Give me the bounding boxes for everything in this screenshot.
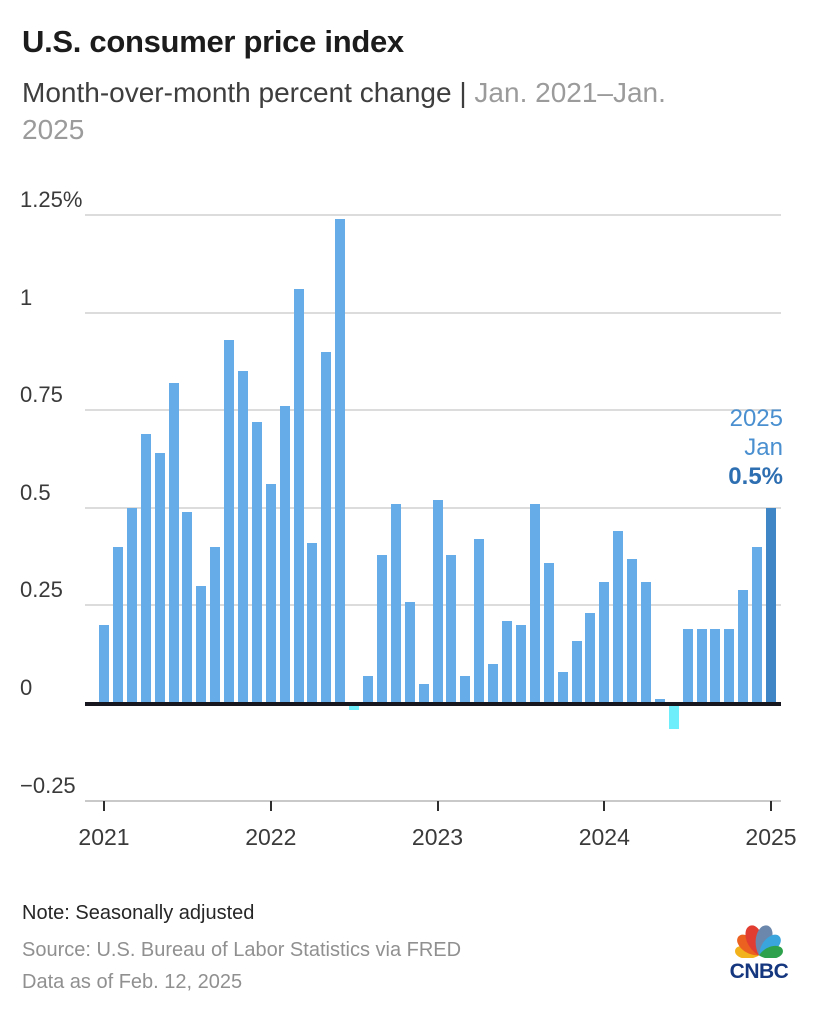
callout-value: 0.5%: [728, 463, 783, 490]
bar-2023-09: [543, 562, 554, 703]
bar-2021-04: [140, 433, 151, 703]
bar-2021-12: [251, 421, 262, 703]
bar-2021-05: [154, 453, 165, 703]
bar-2021-11: [238, 371, 248, 703]
subtitle-measure: Month-over-month percent change: [22, 77, 452, 108]
bar-2021-06: [168, 382, 179, 703]
x-axis-tick-2025: [770, 801, 772, 811]
bar-2022-12: [418, 683, 429, 703]
x-axis-tick-2021: [103, 801, 105, 811]
bar-2024-12: [752, 546, 763, 703]
subtitle-date-range-line2: 2025: [22, 114, 85, 145]
bar-2021-07: [182, 511, 193, 703]
bar-2021-01: [99, 624, 109, 703]
bar-2022-03: [293, 289, 304, 703]
bar-2022-11: [404, 601, 415, 703]
bar-2022-09: [376, 554, 387, 703]
bar-2024-01: [599, 582, 610, 703]
gridline-1.25%: [85, 214, 781, 216]
bar-2024-06: [668, 706, 679, 730]
cnbc-peacock-icon: [735, 925, 783, 958]
data-as-of-line: Data as of Feb. 12, 2025: [22, 971, 243, 993]
x-axis-label-2022: 2022: [245, 824, 297, 850]
y-axis-label: 1.25%: [20, 187, 83, 212]
bar-2022-10: [390, 503, 401, 703]
gridline-1: [85, 311, 781, 314]
chart-header: U.S. consumer price index Month-over-mon…: [22, 24, 792, 148]
y-axis-label: 1: [20, 284, 33, 310]
bar-2023-02: [446, 554, 457, 703]
y-axis-label: 0.75: [20, 382, 63, 408]
note-line: Note: Seasonally adjusted: [22, 902, 255, 924]
x-axis-tick-2024: [603, 801, 606, 811]
bar-2021-02: [112, 546, 123, 703]
bar-2023-10: [557, 671, 568, 703]
zero-baseline: [85, 702, 781, 706]
bar-2022-04: [307, 542, 318, 703]
x-axis-label-2021: 2021: [78, 824, 130, 850]
x-axis-tick-2022: [269, 801, 272, 811]
bar-2021-10: [224, 339, 235, 703]
chart-footer: Note: Seasonally adjusted Source: U.S. B…: [22, 902, 799, 994]
y-axis-label: −0.25: [20, 772, 76, 798]
bar-2022-07: [349, 706, 360, 710]
bar-2022-08: [363, 675, 373, 703]
bar-2023-04: [474, 539, 485, 703]
bar-2021-08: [196, 585, 207, 703]
bar-2024-11: [738, 589, 749, 703]
peacock-feather-5: [759, 945, 783, 958]
bar-2022-01: [265, 484, 276, 703]
gridline-−0.25: [85, 799, 781, 802]
callout-month: Jan: [744, 434, 783, 461]
page-title: U.S. consumer price index: [22, 24, 404, 59]
latest-value-callout: 2025 Jan 0.5%: [728, 404, 783, 491]
bar-2023-06: [502, 621, 512, 703]
bar-2024-05: [654, 699, 665, 703]
bar-2024-07: [682, 628, 693, 703]
cnbc-logo: CNBC: [719, 916, 799, 984]
cnbc-logo-text: CNBC: [729, 960, 789, 983]
bar-2021-09: [210, 546, 221, 703]
peacock-feather-3: [755, 925, 773, 956]
bar-2023-01: [432, 500, 443, 703]
bar-2022-02: [279, 406, 290, 703]
source-line: Source: U.S. Bureau of Labor Statistics …: [22, 939, 462, 961]
bar-2022-05: [321, 351, 332, 703]
bar-2021-03: [126, 507, 137, 703]
x-axis-tick-2023: [436, 801, 439, 811]
cpi-bar-chart: 2025 Jan 0.5% 1.25% 1 0.75 0.5 0.25 0 −0.25 202…: [0, 170, 821, 870]
bar-2022-06: [335, 218, 346, 703]
bar-2023-12: [585, 613, 596, 703]
bar-2024-02: [613, 531, 624, 703]
bar-2023-05: [488, 664, 499, 703]
bar-2024-04: [640, 582, 651, 703]
bar-2024-10: [724, 628, 735, 703]
bar-2025-01: [766, 507, 776, 703]
gridline-0.75: [85, 409, 781, 412]
y-axis-label: 0.5: [20, 479, 51, 505]
chart-subtitle: Month-over-month percent change | Jan. 2…: [22, 74, 792, 148]
bar-2024-03: [627, 558, 637, 703]
callout-year: 2025: [729, 405, 783, 432]
bar-2023-08: [529, 503, 540, 703]
bar-2024-09: [710, 628, 721, 703]
x-axis-label-2023: 2023: [411, 824, 464, 850]
bar-2023-03: [460, 675, 471, 703]
subtitle-separator: |: [451, 77, 475, 108]
y-axis-label: 0.25: [20, 577, 63, 603]
y-axis-label: 0: [20, 675, 33, 700]
bar-2024-08: [696, 628, 707, 703]
x-axis-label-2024: 2024: [578, 824, 630, 850]
subtitle-date-range-line1: Jan. 2021–Jan.: [474, 77, 666, 108]
bar-2023-07: [515, 624, 526, 703]
x-axis-label-2025: 2025: [745, 824, 797, 850]
bar-2023-11: [571, 640, 582, 703]
